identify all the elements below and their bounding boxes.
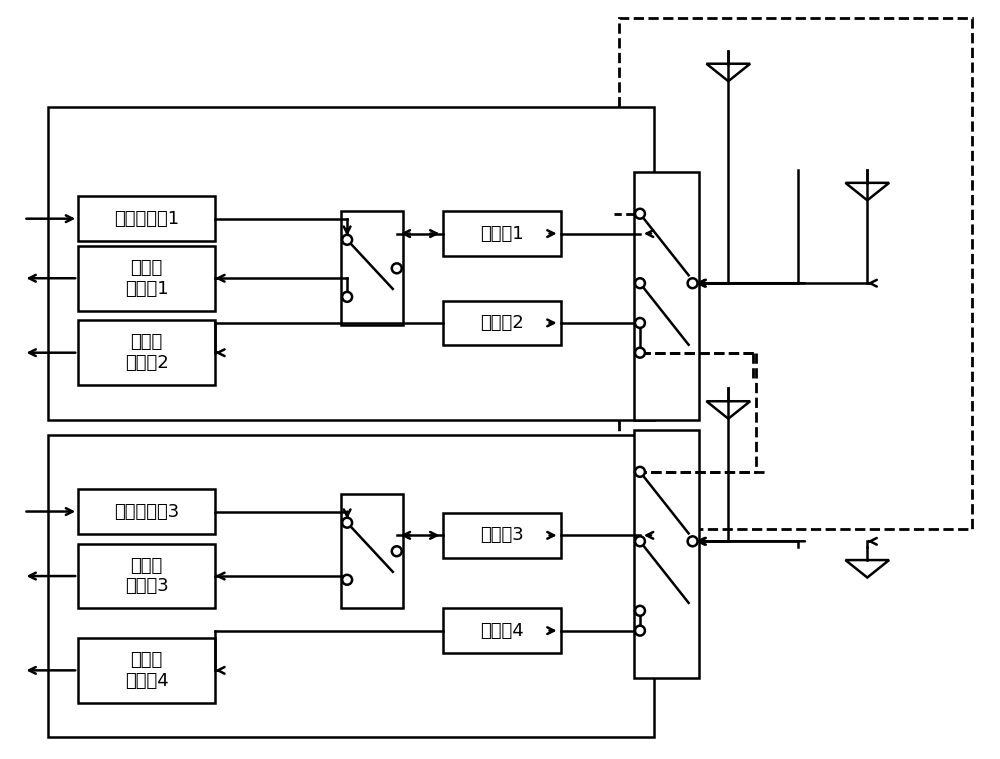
Bar xyxy=(619,17,972,529)
Circle shape xyxy=(635,279,645,288)
Bar xyxy=(634,172,699,420)
Circle shape xyxy=(635,537,645,546)
Bar xyxy=(443,513,561,558)
Text: 滤波器1: 滤波器1 xyxy=(480,225,524,243)
Bar xyxy=(78,246,215,310)
Circle shape xyxy=(688,279,698,288)
Circle shape xyxy=(635,467,645,477)
Circle shape xyxy=(635,348,645,357)
Circle shape xyxy=(342,235,352,244)
Circle shape xyxy=(392,263,402,273)
Bar xyxy=(341,494,403,608)
Text: 滤波器4: 滤波器4 xyxy=(480,622,524,640)
Bar xyxy=(443,211,561,256)
Text: 低噪声
放大器4: 低噪声 放大器4 xyxy=(125,651,168,690)
Text: 功率放大器3: 功率放大器3 xyxy=(114,502,179,521)
Circle shape xyxy=(688,537,698,546)
Bar xyxy=(443,301,561,345)
Text: 滤波器2: 滤波器2 xyxy=(480,314,524,332)
Bar xyxy=(48,107,654,420)
Bar xyxy=(48,435,654,737)
Circle shape xyxy=(392,546,402,556)
Text: 低噪声
放大器1: 低噪声 放大器1 xyxy=(125,259,168,298)
Bar xyxy=(78,320,215,385)
Bar xyxy=(341,211,403,326)
Circle shape xyxy=(635,606,645,616)
Text: 低噪声
放大器2: 低噪声 放大器2 xyxy=(125,333,168,372)
Bar xyxy=(634,430,699,678)
Text: 功率放大器1: 功率放大器1 xyxy=(114,209,179,228)
Text: 低噪声
放大器3: 低噪声 放大器3 xyxy=(125,556,168,596)
Bar xyxy=(78,490,215,534)
Circle shape xyxy=(635,318,645,328)
Text: 滤波器3: 滤波器3 xyxy=(480,526,524,544)
Circle shape xyxy=(342,292,352,302)
Bar xyxy=(78,638,215,703)
Bar xyxy=(78,197,215,241)
Circle shape xyxy=(635,625,645,635)
Circle shape xyxy=(342,518,352,528)
Circle shape xyxy=(635,209,645,219)
Bar xyxy=(443,608,561,653)
Bar xyxy=(78,543,215,608)
Circle shape xyxy=(342,575,352,584)
